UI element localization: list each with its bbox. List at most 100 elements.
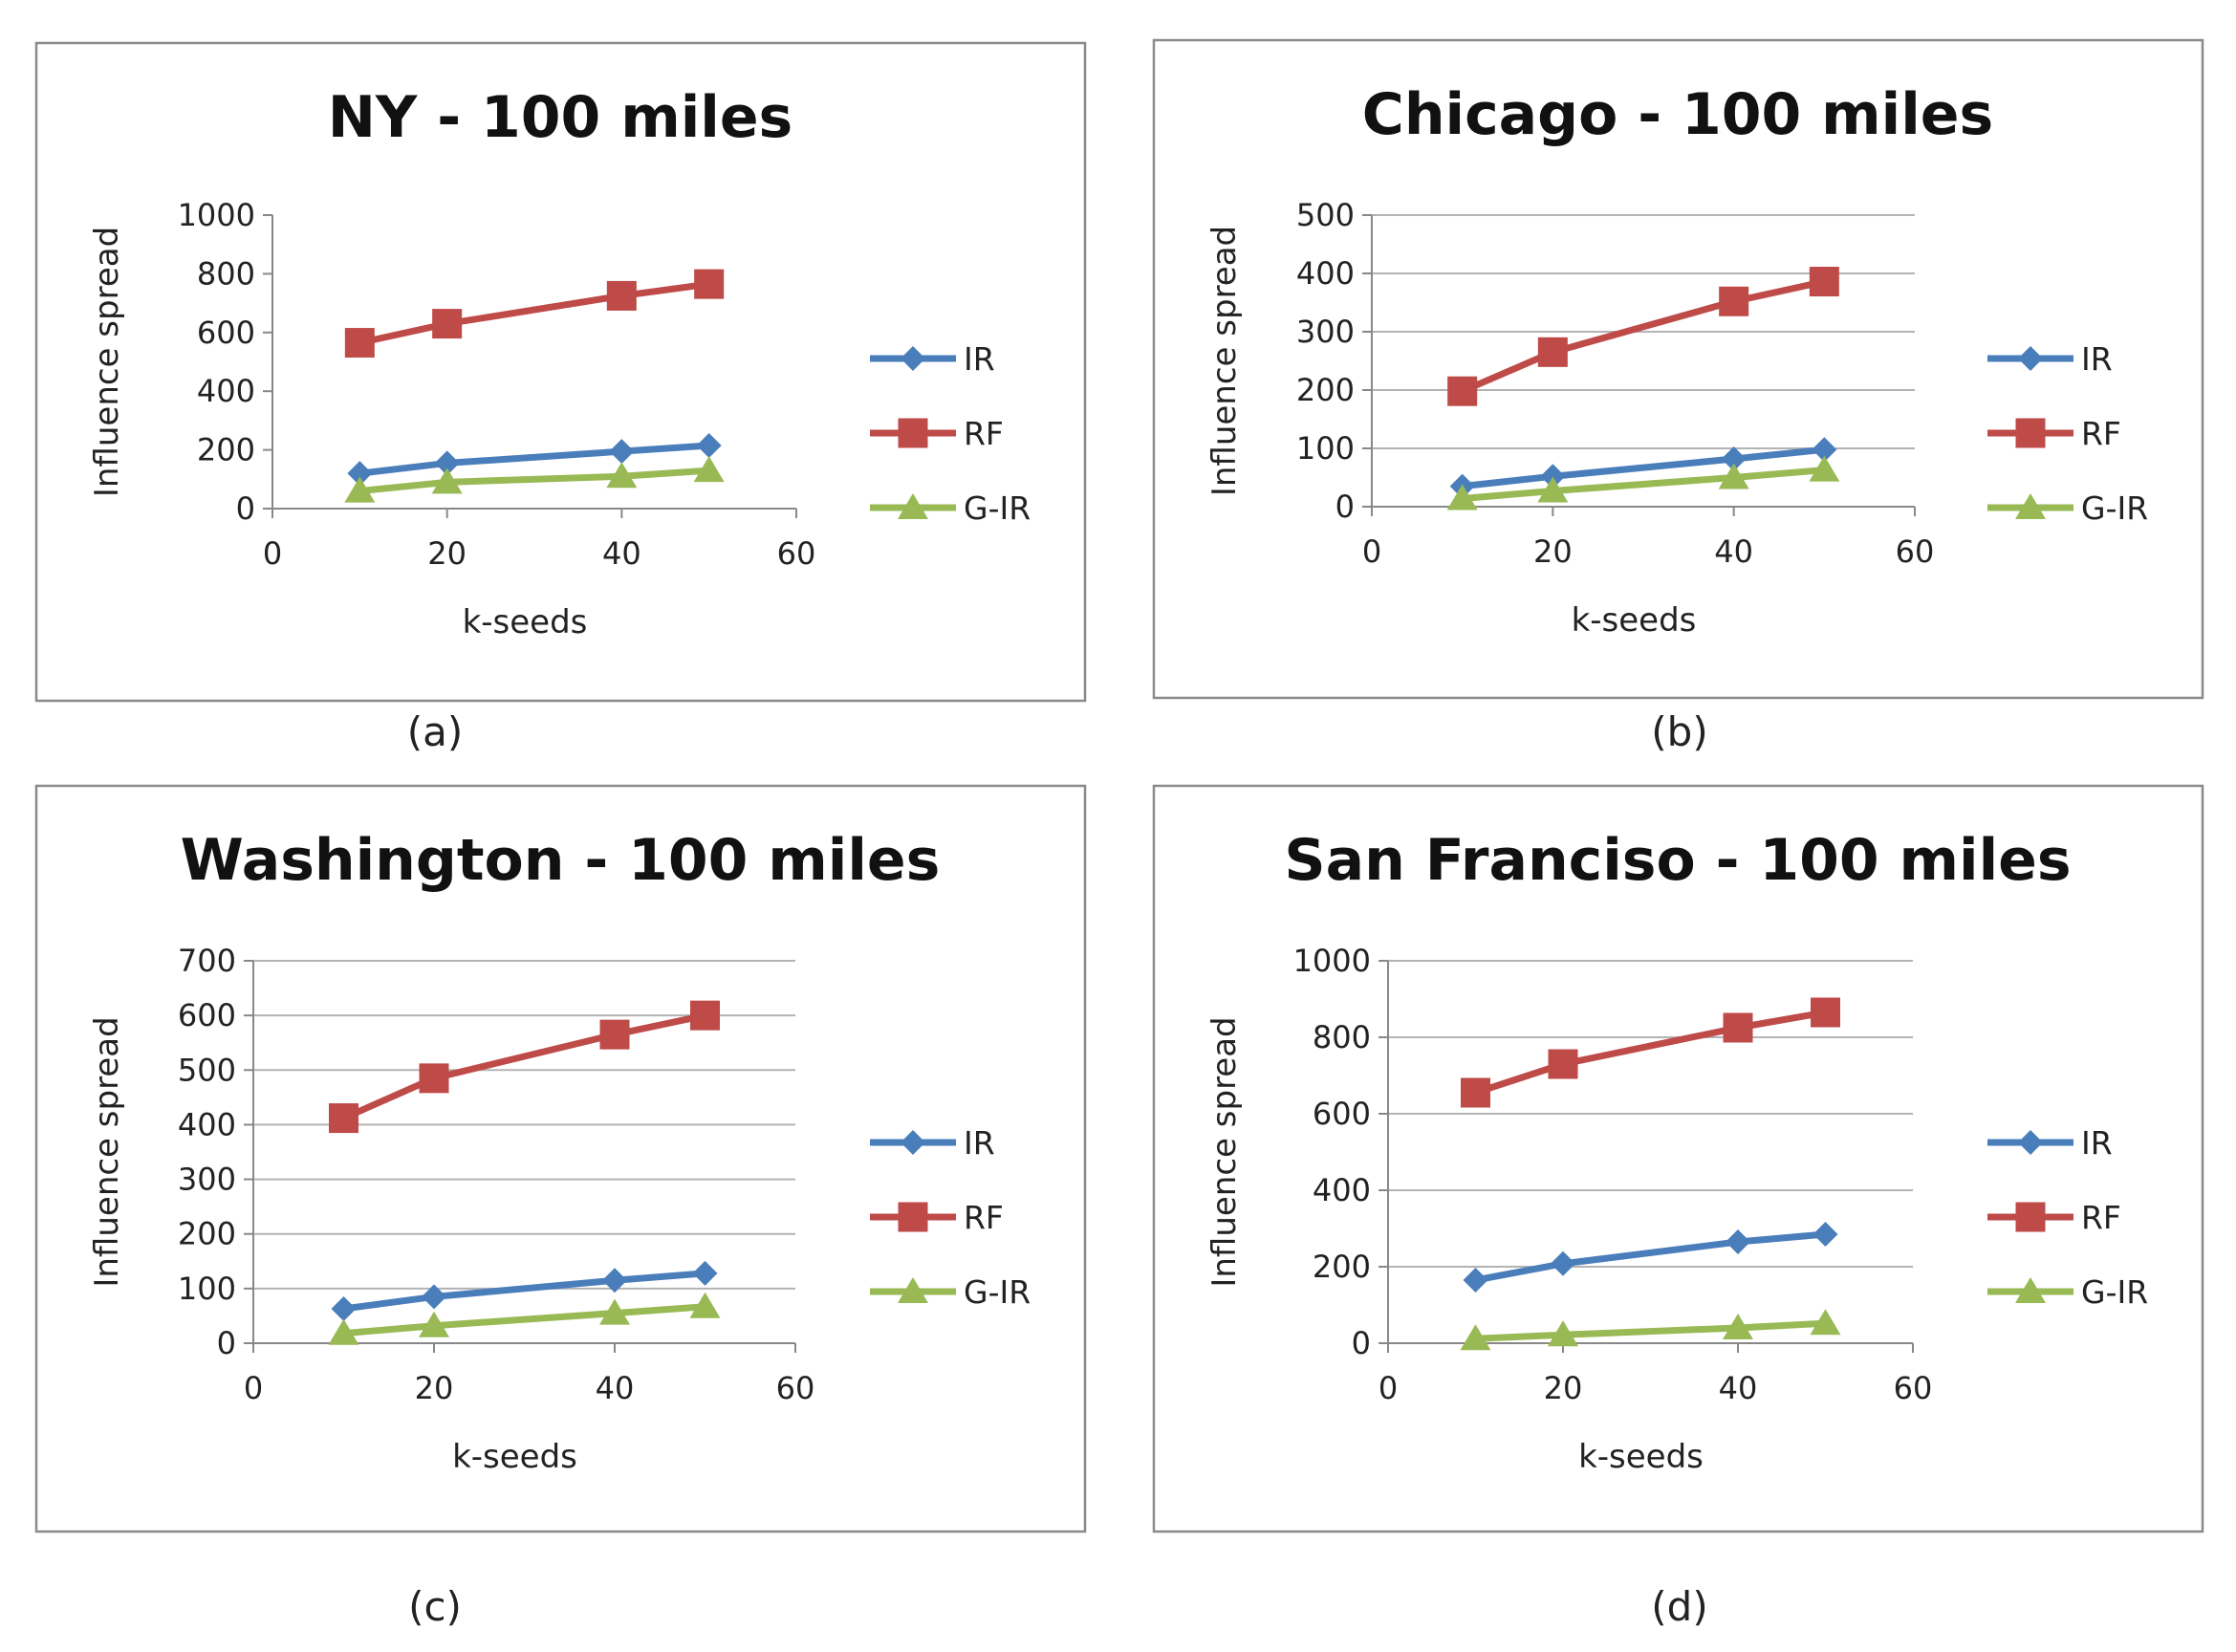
chart-frame (1152, 784, 2204, 1533)
y-tick-label: 500 (178, 1052, 236, 1088)
data-point-RF (1809, 267, 1839, 297)
y-tick-label: 300 (1296, 314, 1355, 350)
data-point-RF (694, 269, 725, 299)
legend-entry-IR: IR (1987, 340, 2113, 378)
chart-title: Chicago - 100 miles (1362, 81, 1993, 148)
data-point-IR (1726, 1229, 1750, 1254)
data-point-RF (329, 1103, 358, 1134)
y-tick-label: 400 (1313, 1172, 1371, 1208)
y-tick-label: 200 (1296, 372, 1355, 408)
data-point-G-IR (1718, 463, 1749, 489)
y-tick-label: 0 (1352, 1325, 1371, 1361)
legend-label: RF (2081, 415, 2121, 452)
series-line-RF (358, 280, 710, 346)
series-RF (1461, 997, 1840, 1108)
series-RF (329, 1000, 720, 1134)
x-tick-label: 60 (1894, 1370, 1933, 1406)
data-point-IR (692, 1260, 718, 1286)
data-point-G-IR (1537, 476, 1569, 503)
data-point-G-IR (599, 1298, 630, 1325)
x-axis-label: k-seeds (1578, 1438, 1704, 1476)
series-RF (1447, 267, 1839, 406)
data-point-RF (344, 328, 375, 359)
x-tick-label: 40 (1719, 1370, 1758, 1406)
panel-label: (b) (1651, 708, 1707, 755)
series-line-IR (1474, 1230, 1826, 1284)
legend-marker (2015, 1277, 2046, 1303)
y-tick-label: 600 (197, 315, 255, 351)
chart-frame (34, 784, 1087, 1533)
legend-marker (2018, 1130, 2043, 1155)
panel-label: (d) (1651, 1583, 1707, 1630)
data-point-IR (422, 1284, 446, 1310)
x-tick-label: 60 (1896, 533, 1935, 570)
y-tick-label: 0 (217, 1325, 236, 1361)
series-line-IR (358, 442, 709, 477)
data-point-IR (1813, 1222, 1838, 1247)
y-axis-label: Influence spread (88, 227, 126, 497)
chart-frame (34, 41, 1087, 703)
legend-label: IR (2081, 1124, 2113, 1162)
x-tick-label: 40 (602, 535, 641, 572)
data-point-G-IR (606, 462, 638, 489)
data-point-RF (1811, 997, 1840, 1028)
x-axis-label: k-seeds (1572, 601, 1697, 640)
data-point-IR (347, 461, 373, 487)
data-point-G-IR (689, 1292, 721, 1318)
legend-label: IR (964, 340, 995, 378)
legend-label: G-IR (2081, 489, 2148, 527)
data-point-IR (1721, 446, 1747, 471)
y-tick-label: 100 (178, 1271, 236, 1307)
chart-panel-3: Washington - 100 miles010020030040050060… (34, 784, 1087, 1533)
series-line-RF (1474, 1009, 1827, 1097)
panel-label: (c) (408, 1583, 462, 1630)
series-line-IR (343, 1270, 706, 1313)
legend-label: RF (964, 1199, 1004, 1236)
y-tick-label: 600 (1313, 1096, 1371, 1132)
legend-entry-RF: RF (1987, 415, 2121, 452)
y-axis-label: Influence spread (1205, 226, 1244, 496)
legend-entry-G-IR: G-IR (1987, 489, 2148, 527)
y-tick-label: 500 (1296, 197, 1355, 233)
x-axis-label: k-seeds (463, 603, 588, 641)
x-tick-label: 0 (1379, 1370, 1398, 1406)
legend-marker (2015, 1202, 2046, 1232)
legend-entry-IR: IR (870, 1124, 995, 1162)
data-point-RF (1548, 1049, 1578, 1079)
data-point-G-IR (1446, 484, 1478, 511)
data-point-RF (606, 280, 637, 311)
data-point-G-IR (1809, 455, 1840, 482)
data-point-IR (602, 1268, 627, 1293)
series-line-IR (1462, 446, 1825, 490)
y-tick-label: 600 (178, 997, 236, 1033)
x-axis-label: k-seeds (452, 1438, 577, 1476)
series-line-RF (1461, 278, 1826, 395)
y-axis-label: Influence spread (88, 1016, 126, 1287)
data-point-RF (599, 1019, 630, 1050)
x-tick-label: 40 (1714, 533, 1753, 570)
data-point-IR (1463, 1268, 1488, 1293)
y-tick-label: 200 (1313, 1249, 1371, 1285)
x-tick-label: 20 (415, 1370, 454, 1406)
legend-label: G-IR (2081, 1273, 2148, 1311)
x-tick-label: 60 (777, 535, 816, 572)
legend-entry-RF: RF (1987, 1199, 2121, 1236)
legend-entry-RF: RF (870, 1199, 1004, 1236)
chart-panel-2: Chicago - 100 miles 0 100 200 300 400 500 0 20 40… (1152, 38, 2204, 700)
legend-marker (2018, 346, 2043, 371)
legend-label: G-IR (964, 1273, 1031, 1311)
chart-panel-4: San Franciso - 100 miles0200400600800100… (1152, 784, 2204, 1533)
series-IR (347, 432, 722, 487)
data-point-RF (1447, 376, 1478, 406)
data-point-RF (1537, 337, 1568, 367)
x-tick-label: 40 (596, 1370, 635, 1406)
x-tick-label: 20 (1544, 1370, 1583, 1406)
x-tick-label: 0 (1362, 533, 1381, 570)
legend-label: IR (2081, 340, 2113, 378)
x-tick-label: 20 (1533, 533, 1573, 570)
y-axis-label: Influence spread (1205, 1016, 1244, 1287)
data-point-RF (419, 1063, 449, 1094)
legend-label: G-IR (964, 489, 1031, 527)
data-point-G-IR (419, 1311, 449, 1337)
legend-marker (898, 493, 928, 519)
